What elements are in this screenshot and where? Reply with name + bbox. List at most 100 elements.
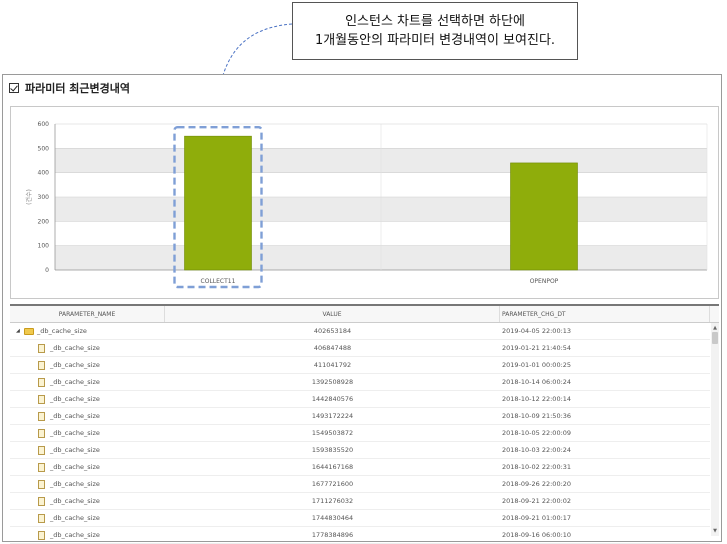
document-icon — [38, 394, 45, 404]
cell-parameter-name: _db_cache_size — [10, 527, 165, 543]
x-tick-label: COLLECT11 — [201, 278, 236, 285]
table-row[interactable]: _db_cache_size 1744830464 2018-09-21 01:00… — [10, 510, 710, 527]
document-icon — [38, 377, 45, 387]
scroll-thumb[interactable] — [712, 332, 718, 344]
table-row[interactable]: _db_cache_size 406847488 2019-01-21 21:40:… — [10, 340, 710, 357]
chart-svg: 0 100 200 300 400 500 600 (건수) COLLECT11 OPENPOP — [25, 121, 708, 289]
y-axis-label: (건수) — [25, 189, 33, 205]
table-row[interactable]: _db_cache_size 1493172224 2018-10-09 21:50… — [10, 408, 710, 425]
panel-header: 파라미터 최근변경내역 — [9, 79, 130, 97]
checkbox-icon[interactable] — [9, 83, 19, 93]
x-tick-label: OPENPOP — [530, 278, 559, 285]
document-icon — [38, 445, 45, 455]
parameter-name-text: _db_cache_size — [50, 497, 100, 505]
cell-chg-dt: 2018-10-03 22:00:24 — [502, 446, 572, 454]
document-icon — [38, 513, 45, 523]
cell-chg-dt: 2018-10-05 22:00:09 — [502, 429, 572, 437]
cell-value: 411041792 — [313, 361, 352, 369]
cell-value: 1442840576 — [311, 395, 354, 403]
table-row[interactable]: _db_cache_size 1442840576 2018-10-12 22:00… — [10, 391, 710, 408]
parameter-name-text: _db_cache_size — [50, 446, 100, 454]
cell-chg-dt: 2018-09-26 22:00:20 — [502, 480, 572, 488]
cell-chg-dt: 2018-10-09 21:50:36 — [502, 412, 572, 420]
cell-value: 1744830464 — [311, 514, 354, 522]
table-row[interactable]: _db_cache_size 411041792 2019-01-01 00:00:… — [10, 357, 710, 374]
scroll-up-icon[interactable]: ▲ — [713, 325, 717, 331]
parameter-name-text: _db_cache_size — [50, 361, 100, 369]
parameter-name-text: _db_cache_size — [50, 429, 100, 437]
cell-chg-dt: 2018-09-16 06:00:10 — [502, 531, 572, 539]
cell-parameter-name: _db_cache_size — [10, 408, 165, 424]
parameter-name-text: _db_cache_size — [50, 514, 100, 522]
column-header-parameter-name[interactable]: PARAMETER_NAME — [10, 306, 165, 322]
cell-chg-dt: 2019-01-21 21:40:54 — [502, 344, 572, 352]
table-row[interactable]: _db_cache_size 1392508928 2018-10-14 06:00… — [10, 374, 710, 391]
bar-openpop — [510, 162, 578, 271]
panel-title: 파라미터 최근변경내역 — [25, 82, 131, 95]
cell-value: 406847488 — [313, 344, 352, 352]
callout-box: 인스턴스 차트를 선택하면 하단에 1개월동안의 파라미터 변경내역이 보여진다… — [292, 2, 578, 60]
cell-chg-dt: 2018-10-12 22:00:14 — [502, 395, 572, 403]
table-row[interactable]: _db_cache_size 1778384896 2018-09-16 06:00… — [10, 527, 710, 544]
y-tick-label: 500 — [38, 145, 50, 152]
table-row[interactable]: _db_cache_size 1677721600 2018-09-26 22:00… — [10, 476, 710, 493]
expand-toggle-icon[interactable]: ◢ — [16, 328, 20, 334]
cell-value: 1711276032 — [311, 497, 354, 505]
vertical-scrollbar[interactable]: ▲ ▼ — [711, 323, 719, 536]
cell-parameter-name: _db_cache_size — [10, 391, 165, 407]
parameter-name-text: _db_cache_size — [50, 395, 100, 403]
y-tick-label: 300 — [38, 194, 50, 201]
column-header-chg-dt[interactable]: PARAMETER_CHG_DT — [500, 306, 710, 322]
parameter-name-text: _db_cache_size — [37, 327, 87, 335]
cell-value: 402653184 — [313, 327, 352, 335]
table-row[interactable]: _db_cache_size 1644167168 2018-10-02 22:00… — [10, 459, 710, 476]
cell-value: 1593835520 — [311, 446, 354, 454]
cell-parameter-name: _db_cache_size — [10, 425, 165, 441]
cell-value: 1677721600 — [311, 480, 354, 488]
y-tick-label: 0 — [45, 267, 49, 274]
callout-line-1: 인스턴스 차트를 선택하면 하단에 — [345, 14, 525, 29]
callout-line-2: 1개월동안의 파라미터 변경내역이 보여진다. — [314, 33, 556, 48]
parameter-name-text: _db_cache_size — [50, 480, 100, 488]
table-row[interactable]: _db_cache_size 1593835520 2018-10-03 22:00… — [10, 442, 710, 459]
document-icon — [38, 428, 45, 438]
y-tick-label: 400 — [38, 170, 50, 177]
table-row[interactable]: _db_cache_size 1549503872 2018-10-05 22:00… — [10, 425, 710, 442]
document-icon — [38, 411, 45, 421]
cell-parameter-name: _db_cache_size — [10, 340, 165, 356]
y-tick-label: 100 — [38, 243, 50, 250]
document-icon — [38, 462, 45, 472]
cell-chg-dt: 2018-09-21 01:00:17 — [502, 514, 572, 522]
cell-parameter-name: _db_cache_size — [10, 493, 165, 509]
parameter-grid: PARAMETER_NAME VALUE PARAMETER_CHG_DT ◢ _… — [10, 304, 719, 544]
cell-value: 1493172224 — [311, 412, 354, 420]
column-header-value[interactable]: VALUE — [165, 306, 500, 322]
grid-header: PARAMETER_NAME VALUE PARAMETER_CHG_DT — [10, 306, 719, 323]
parameter-name-text: _db_cache_size — [50, 344, 100, 352]
document-icon — [38, 360, 45, 370]
bar-collect11 — [184, 135, 252, 271]
cell-value: 1778384896 — [311, 531, 354, 539]
document-icon — [38, 479, 45, 489]
cell-parameter-name: _db_cache_size — [10, 510, 165, 526]
cell-parameter-name: _db_cache_size — [10, 374, 165, 390]
cell-parameter-name: _db_cache_size — [10, 476, 165, 492]
parameter-history-panel: 파라미터 최근변경내역 0 100 200 300 400 500 600 (건수) COLLE… — [2, 74, 722, 544]
table-row[interactable]: _db_cache_size 1711276032 2018-09-21 22:00… — [10, 493, 710, 510]
folder-icon — [24, 327, 34, 335]
document-icon — [38, 530, 45, 540]
cell-value: 1392508928 — [311, 378, 354, 386]
cell-chg-dt: 2018-09-21 22:00:02 — [502, 497, 572, 505]
cell-parameter-name: _db_cache_size — [10, 459, 165, 475]
grid-body: ◢ _db_cache_size 402653184 2019-04-05 22:00… — [10, 323, 710, 544]
cell-parameter-name: _db_cache_size — [10, 442, 165, 458]
cell-chg-dt: 2018-10-14 06:00:24 — [502, 378, 572, 386]
parameter-name-text: _db_cache_size — [50, 463, 100, 471]
instance-bar-chart: 0 100 200 300 400 500 600 (건수) COLLECT11 OPENPOP — [10, 106, 719, 299]
cell-chg-dt: 2018-10-02 22:00:31 — [502, 463, 572, 471]
parameter-name-text: _db_cache_size — [50, 378, 100, 386]
cell-parameter-name: ◢ _db_cache_size — [10, 323, 165, 339]
table-row[interactable]: ◢ _db_cache_size 402653184 2019-04-05 22:00… — [10, 323, 710, 340]
cell-parameter-name: _db_cache_size — [10, 357, 165, 373]
scroll-down-icon[interactable]: ▼ — [713, 528, 717, 534]
